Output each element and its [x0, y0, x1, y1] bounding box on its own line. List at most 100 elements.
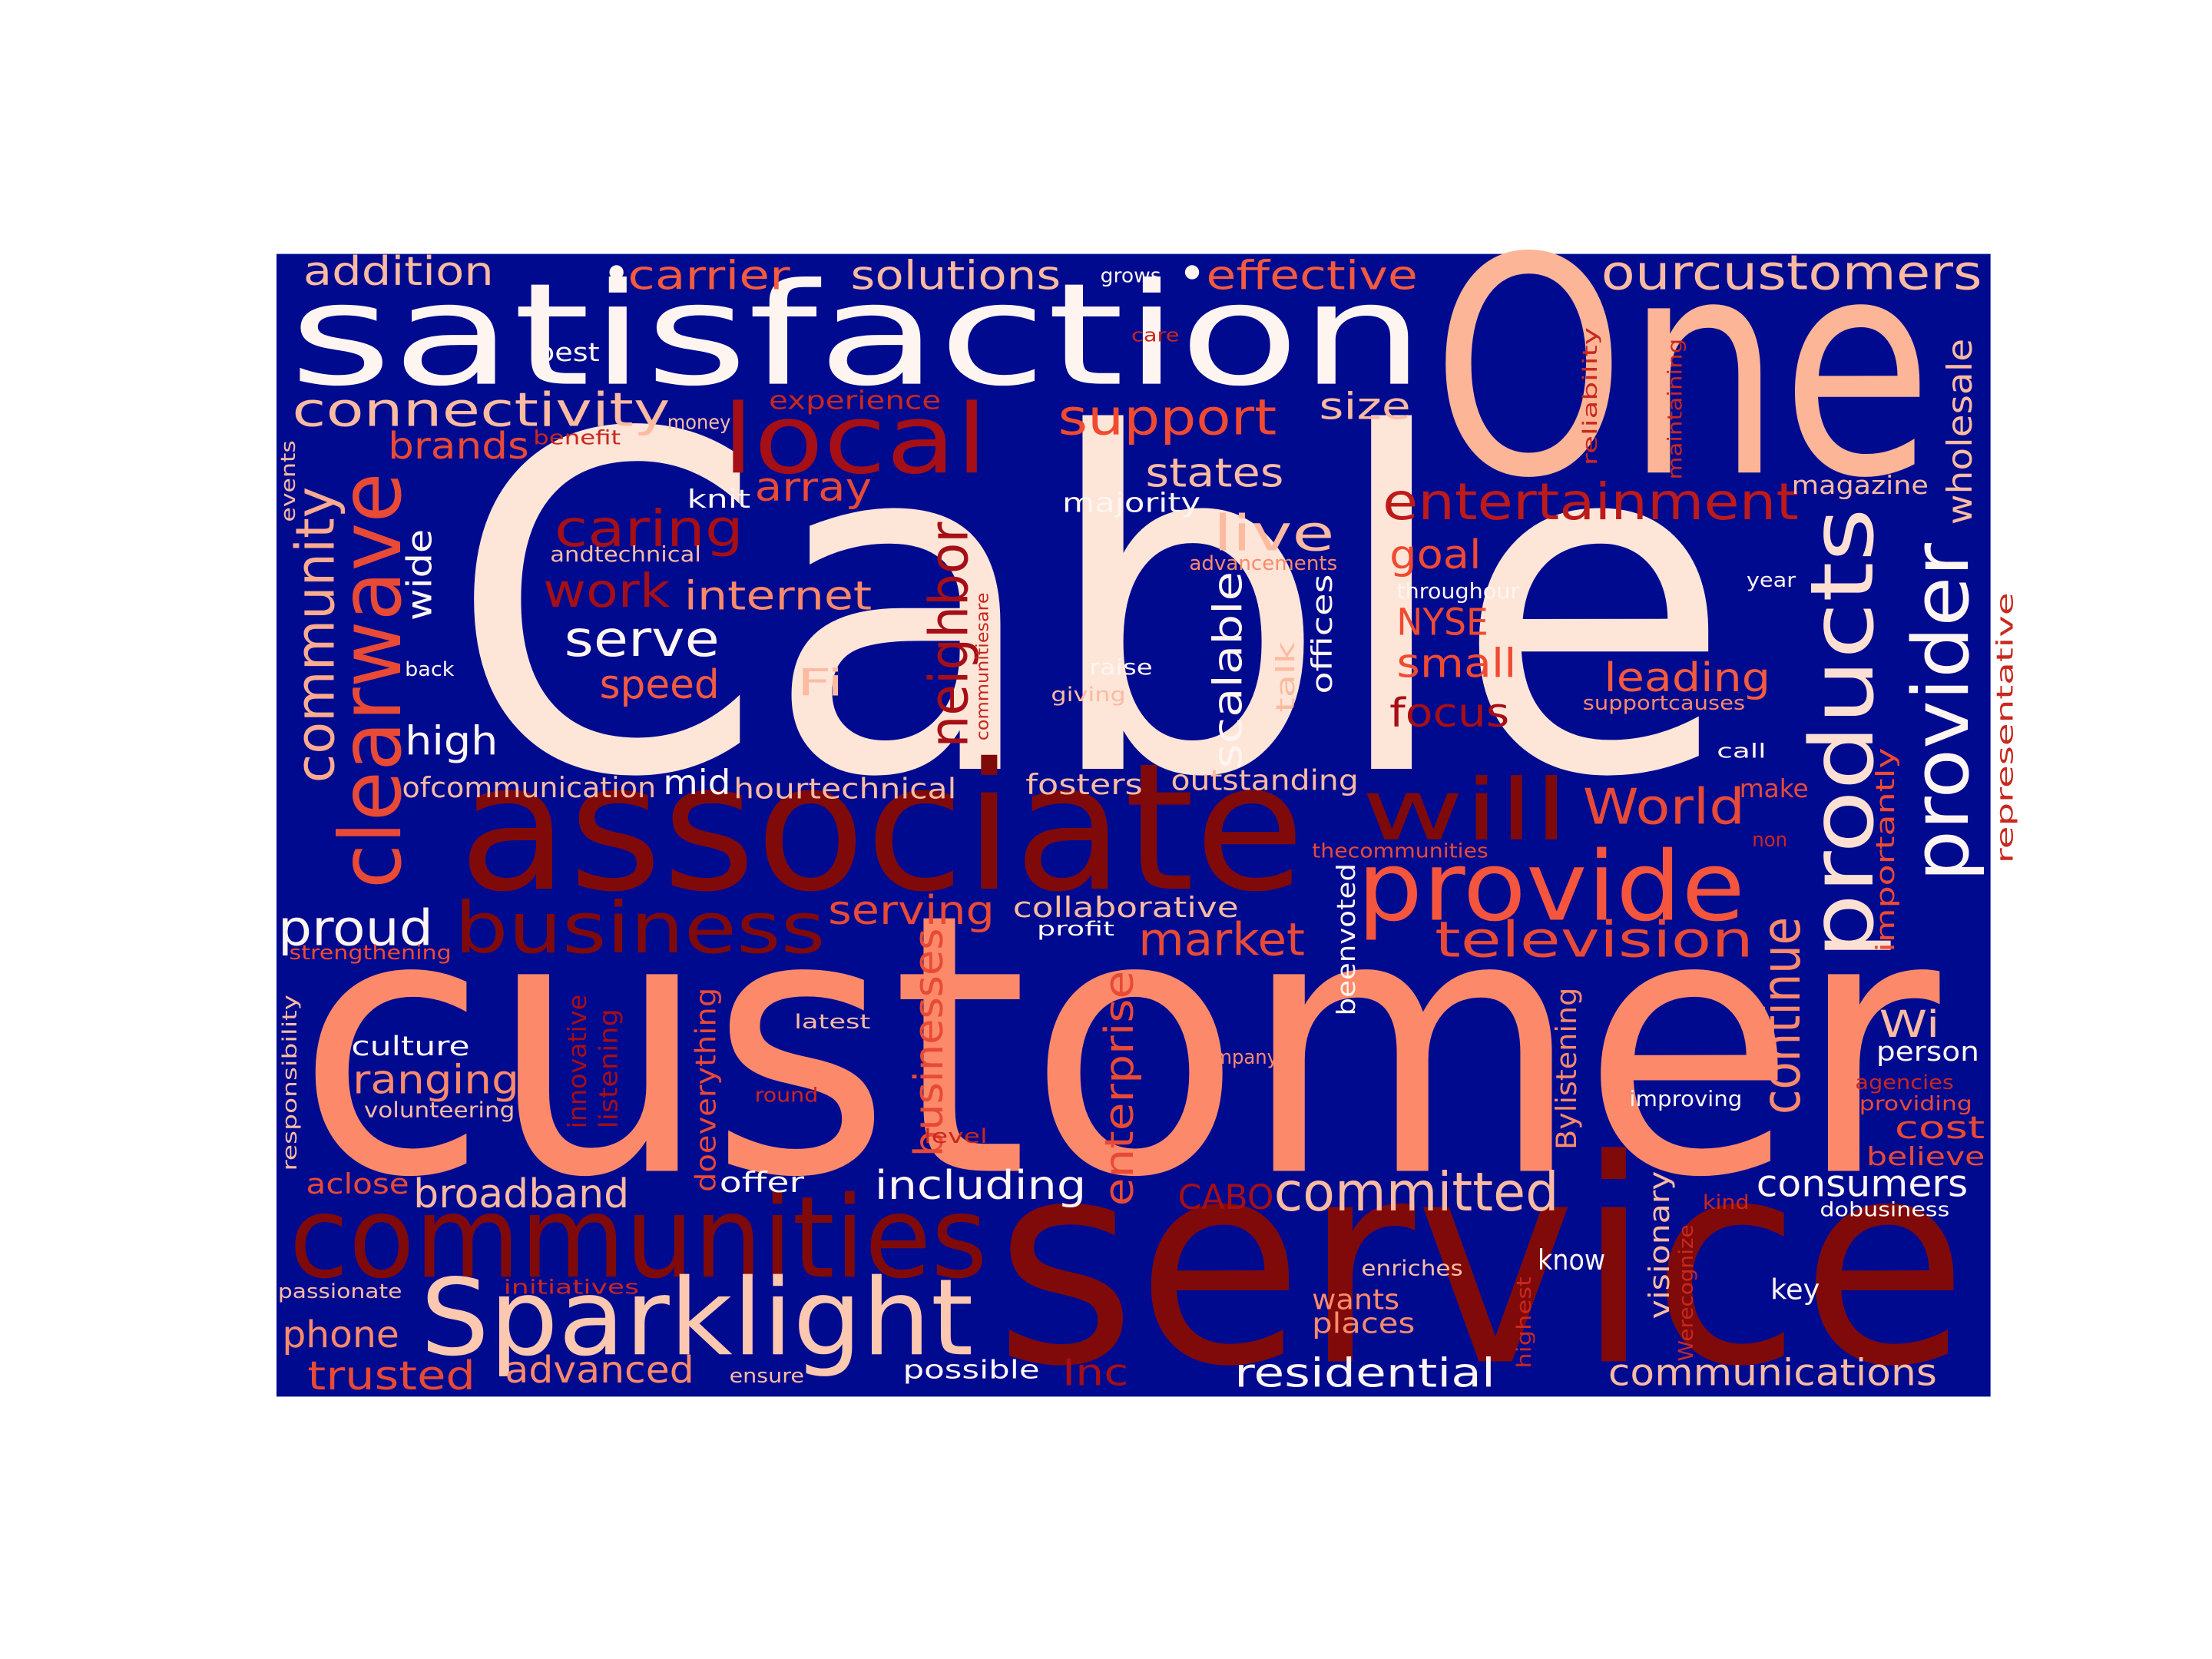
- word: passionate: [278, 1280, 402, 1303]
- word: carrier: [628, 253, 790, 300]
- dot: [1184, 265, 1200, 280]
- word: community: [285, 487, 347, 783]
- dot: [609, 265, 624, 280]
- word: best: [536, 337, 600, 367]
- word: will: [1361, 761, 1568, 859]
- word: local: [722, 384, 987, 495]
- word: provide: [1357, 832, 1745, 943]
- word: television: [1435, 911, 1753, 969]
- word: offices: [1306, 575, 1339, 694]
- word: dobusiness: [1820, 1198, 1949, 1221]
- word: aclose: [306, 1167, 409, 1200]
- word: CABO: [1178, 1178, 1274, 1217]
- word: strengthening: [290, 942, 452, 965]
- word: live: [1214, 505, 1335, 562]
- word: magazine: [1792, 470, 1929, 500]
- word: knit: [687, 484, 750, 514]
- word: latest: [794, 1011, 870, 1034]
- word: Wi: [1879, 1004, 1940, 1046]
- word: talk: [1270, 641, 1300, 712]
- word: continue: [1750, 917, 1813, 1114]
- word: providing: [1859, 1093, 1972, 1116]
- word: market: [1138, 912, 1305, 965]
- word: raise: [1089, 655, 1153, 680]
- word: company: [1192, 1046, 1278, 1069]
- word: committed: [1274, 1161, 1559, 1224]
- word: events: [277, 440, 300, 522]
- word: communities: [290, 1172, 988, 1303]
- word: service: [995, 1099, 1968, 1428]
- word: connectivity: [292, 384, 670, 438]
- word: broadband: [413, 1171, 629, 1217]
- word: care: [1131, 324, 1179, 346]
- word: ofcommunication: [402, 771, 656, 804]
- word: Fi: [797, 663, 844, 705]
- word: call: [1717, 740, 1766, 763]
- word: places: [1312, 1307, 1415, 1340]
- word: including: [875, 1163, 1087, 1209]
- word: addition: [303, 249, 494, 295]
- word: advancements: [1189, 552, 1337, 575]
- word: goal: [1389, 532, 1481, 578]
- word: maintaining: [1664, 339, 1687, 480]
- word: scalable: [1205, 571, 1251, 769]
- word: possible: [903, 1354, 1040, 1384]
- word: innovative: [562, 995, 592, 1128]
- word: kind: [1703, 1191, 1750, 1214]
- word: offer: [720, 1166, 805, 1199]
- word: benefit: [533, 427, 621, 450]
- word: responsibility: [279, 995, 302, 1171]
- word: know: [1538, 1243, 1605, 1277]
- word: money: [667, 411, 731, 434]
- word: work: [543, 565, 670, 618]
- word: grows: [1101, 264, 1161, 287]
- word: serve: [565, 611, 720, 668]
- word: associate: [459, 726, 1305, 931]
- word: effective: [1206, 253, 1418, 300]
- word: improving: [1629, 1087, 1742, 1111]
- word: wants: [1312, 1283, 1399, 1316]
- cloud-background: [276, 253, 1991, 1397]
- word: support: [1058, 389, 1277, 447]
- word: enriches: [1361, 1256, 1462, 1280]
- word: highest: [1513, 1277, 1536, 1368]
- word: hourtechnical: [733, 773, 956, 806]
- word: mid: [663, 763, 730, 803]
- word: enterprise: [1097, 971, 1143, 1207]
- word: Inc: [1062, 1353, 1128, 1395]
- word: ranging: [353, 1057, 519, 1103]
- word: majority: [1062, 488, 1200, 519]
- word: key: [1770, 1273, 1820, 1306]
- word: products: [1791, 508, 1893, 959]
- word: giving: [1051, 684, 1125, 707]
- word: solutions: [851, 253, 1061, 300]
- word: visionary: [1643, 1171, 1676, 1319]
- word: World: [1583, 779, 1745, 836]
- word: throughour: [1396, 579, 1519, 604]
- word: importantly: [1870, 747, 1900, 952]
- word: proud: [278, 900, 433, 958]
- word: satisfaction: [290, 254, 1426, 418]
- word: entertainment: [1382, 472, 1799, 531]
- word: reliability: [1579, 327, 1602, 465]
- word: ourcustomers: [1601, 245, 1982, 301]
- word: brands: [388, 426, 529, 468]
- word: doeverything: [690, 988, 723, 1192]
- word: advanced: [505, 1349, 694, 1392]
- word: outstanding: [1171, 764, 1358, 797]
- word: speed: [600, 662, 720, 708]
- word: size: [1319, 386, 1410, 429]
- word: culture: [351, 1031, 469, 1062]
- word: level: [924, 1125, 988, 1148]
- word: trusted: [307, 1353, 475, 1399]
- word: supportcauses: [1583, 692, 1745, 715]
- word: leading: [1604, 655, 1770, 701]
- word: initiatives: [504, 1276, 639, 1299]
- word: Sparklight: [420, 1257, 973, 1379]
- word: neighbor: [918, 522, 980, 747]
- word: thecommunities: [1312, 840, 1488, 863]
- word: internet: [684, 573, 872, 619]
- word: experience: [769, 386, 941, 416]
- word: businesses: [906, 929, 952, 1157]
